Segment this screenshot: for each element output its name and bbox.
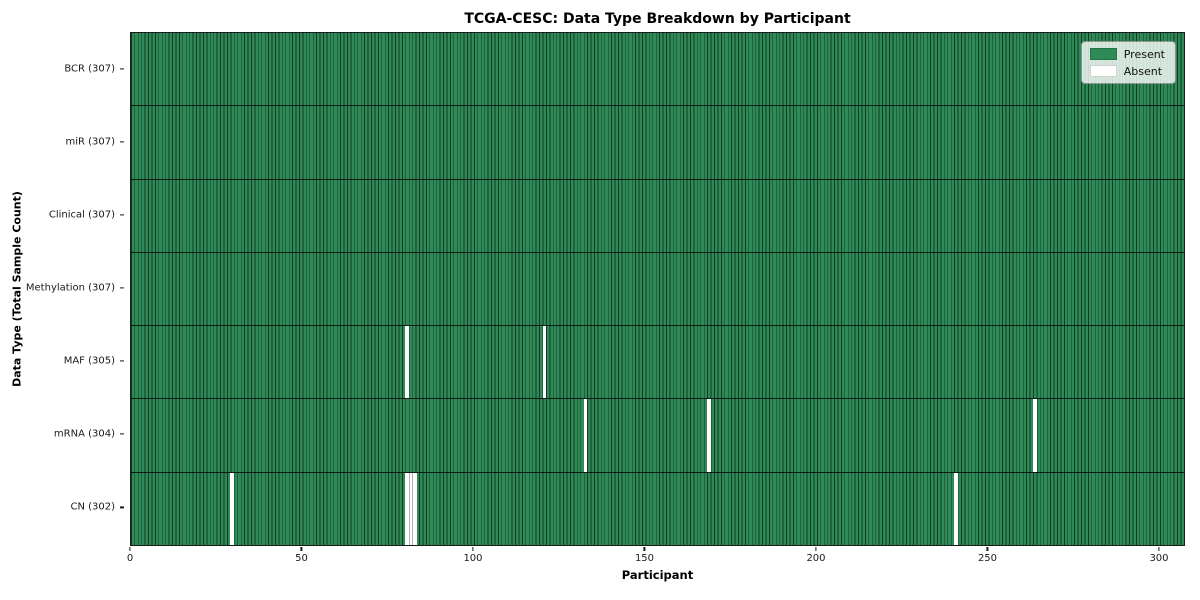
absent-cell [405,326,409,399]
x-tick-mark [472,547,474,551]
absent-cell [408,472,414,545]
y-tick-label-cn: CN (302) [70,501,115,513]
data-row-maf [131,325,1184,399]
absent-cell [230,472,234,545]
y-tick-mark [120,360,124,362]
x-tick-mark [986,547,989,551]
absent-cell [707,399,711,472]
data-row-mir [131,105,1184,179]
legend-label: Present [1123,47,1165,61]
data-row-bcr [131,33,1184,106]
data-row-mrna [131,398,1184,472]
y-tick-label-maf: MAF (305) [63,355,115,367]
data-row-methylation [131,251,1184,326]
x-tick-label: 200 [806,553,826,564]
y-tick-label-clinical: Clinical (307) [48,209,115,221]
absent-cell [405,472,409,545]
absent-cell [583,399,588,472]
y-tick-mark [120,506,124,509]
chart-title: TCGA-CESC: Data Type Breakdown by Partic… [464,11,851,27]
y-tick-mark [120,67,124,70]
x-axis-ticks: 0 50 100 150 200 250 300 [126,546,1185,576]
absent-cell [412,472,417,545]
y-tick-mark [120,141,124,143]
y-tick-mark [120,287,124,289]
data-row-cn [131,471,1184,545]
x-tick-mark [129,547,131,551]
x-tick-mark [1158,547,1160,551]
legend-entry-present: Present [1089,47,1165,61]
data-row-clinical [131,178,1184,252]
legend-label: Absent [1123,64,1163,78]
legend-swatch-absent [1089,65,1117,77]
y-tick-mark [120,433,124,435]
x-tick-mark [643,547,646,551]
legend-swatch-present [1089,48,1117,60]
x-tick-label: 150 [634,553,655,564]
x-tick-mark [300,547,303,551]
x-tick-label: 50 [295,553,308,564]
y-tick-label-mrna: mRNA (304) [53,428,115,440]
absent-cell [954,472,958,545]
x-tick-label: 250 [977,553,998,564]
absent-cell [542,326,547,399]
y-tick-label-mir: miR (307) [65,136,115,148]
plot-area: Present Absent [130,32,1185,546]
y-tick-label-methylation: Methylation (307) [25,282,115,294]
y-axis-tick-labels: BCR (307) miR (307) Clinical (307) Methylat… [0,32,124,546]
legend: Present Absent [1080,41,1176,84]
x-tick-label: 100 [463,553,483,564]
x-tick-label: 300 [1149,553,1169,564]
y-tick-mark [120,214,124,216]
x-tick-label: 0 [126,553,134,564]
x-axis-label: Participant [621,568,694,582]
y-tick-label-bcr: BCR (307) [64,63,115,75]
legend-entry-absent: Absent [1089,64,1165,78]
absent-cell [1033,399,1037,472]
x-tick-mark [815,547,817,551]
